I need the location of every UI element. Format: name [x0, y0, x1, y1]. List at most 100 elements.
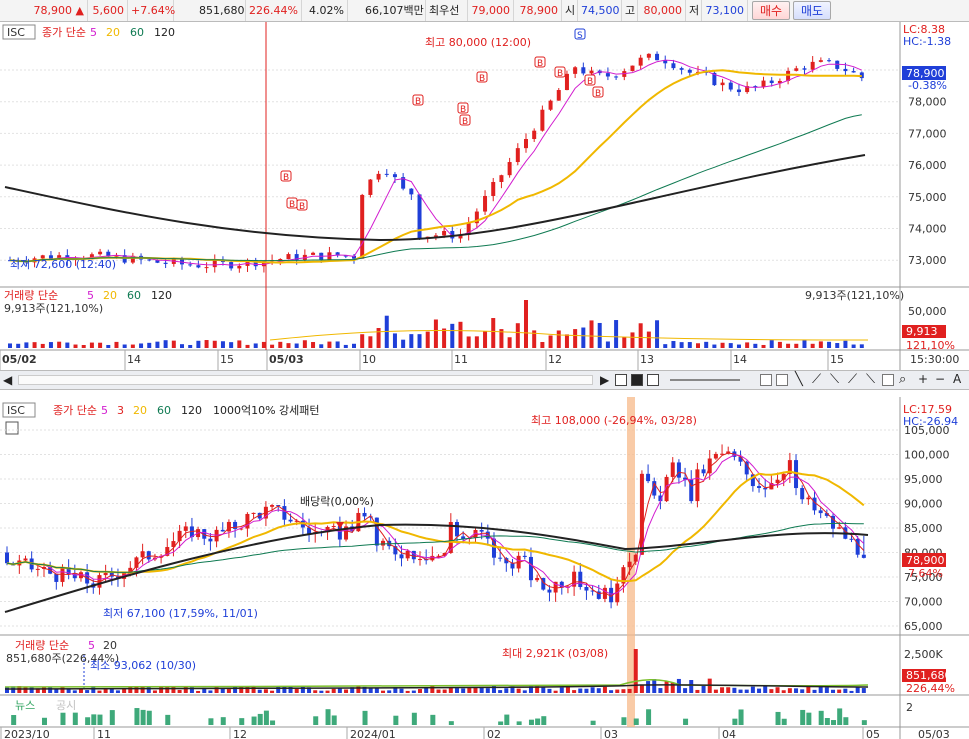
volume-bar [29, 687, 34, 693]
volume-bar [679, 342, 684, 348]
scroll-right-button[interactable]: ▶ [600, 373, 610, 387]
candle [381, 540, 386, 546]
scroll-left-button[interactable]: ◀ [3, 373, 13, 387]
volume-bar [646, 331, 651, 348]
candle [98, 251, 103, 255]
draw-text-icon[interactable]: ⟍ [866, 372, 876, 387]
volume-bar [424, 688, 429, 693]
volume-bar [621, 689, 626, 693]
x-tick-label: 11 [97, 728, 111, 739]
search-icon[interactable]: ⌕ [899, 372, 907, 387]
candle [140, 551, 145, 558]
buy-button[interactable]: 매수 [752, 1, 790, 20]
up-arrow-icon: ▲ [75, 4, 84, 17]
volume-bar [331, 688, 336, 693]
price-tag-bg [902, 66, 946, 80]
candle [753, 86, 758, 88]
y-tick-label: 78,000 [908, 96, 947, 109]
candle [442, 230, 447, 236]
price-tag-pct: 7.64% [908, 567, 943, 580]
volume-bar [794, 688, 799, 693]
news-bar [732, 718, 738, 725]
volume-tag-pct: 226,44% [906, 682, 955, 695]
candle [695, 469, 700, 502]
time-label: 15:30:00 [910, 353, 959, 366]
legend-ma60: 60 [130, 26, 144, 39]
volume-bar [781, 690, 786, 693]
volume-bar [286, 343, 291, 348]
draw-fib-icon[interactable]: ⟍ [830, 372, 840, 387]
volume-bar [720, 342, 725, 348]
signal-marker [574, 28, 586, 40]
candle [171, 541, 176, 548]
open-label: 시 [562, 0, 578, 21]
volume-bar [91, 686, 96, 693]
zoom-out-button[interactable]: − [935, 372, 946, 386]
news-bar [251, 716, 257, 725]
volume-bar [605, 341, 610, 348]
step-forward-icon[interactable] [647, 374, 659, 386]
draw-line-icon[interactable]: ╲ [795, 372, 803, 387]
news-bar [861, 720, 867, 725]
grid-toggle-icon [5, 421, 19, 435]
volume-bar [578, 688, 583, 693]
dividend-note: 배당락(0,00%) [300, 495, 374, 508]
volume-bar [491, 686, 496, 693]
news-bar [165, 714, 171, 725]
volume-left-label: 9,913주(121,10%) [4, 302, 103, 315]
volume-bar [615, 689, 620, 693]
zoom-slider[interactable] [670, 379, 740, 381]
candle [466, 223, 471, 235]
tool-icon-1[interactable] [760, 374, 772, 386]
volume-ma-line [269, 330, 869, 341]
candle [777, 80, 782, 84]
draw-trend-icon[interactable]: ⟋ [812, 372, 822, 387]
candle [712, 72, 717, 86]
volume-y-label: 2,500K [904, 648, 943, 661]
low-note: 최저 67,100 (17,59%, 11/01) [103, 607, 258, 620]
step-back-icon[interactable] [615, 374, 627, 386]
volume-bar [835, 343, 840, 348]
candle [392, 174, 397, 178]
sell-button[interactable]: 매도 [793, 1, 831, 20]
tool-icon-2[interactable] [776, 374, 788, 386]
news-bar [239, 718, 245, 725]
volume-bar [761, 344, 766, 348]
zoom-in-button[interactable]: + [918, 372, 929, 386]
news-bar [590, 720, 596, 725]
news-bar [781, 718, 787, 725]
news-label: 뉴스 [15, 699, 35, 712]
volume-bar [769, 689, 774, 693]
candle [535, 577, 540, 581]
x-tick-label: 02 [487, 728, 501, 739]
volume-bar [458, 321, 463, 348]
candle [368, 179, 373, 195]
volume-bar [114, 341, 119, 348]
news-bar [738, 709, 744, 725]
news-bar [646, 709, 652, 725]
candle [627, 561, 632, 568]
volume-bar [183, 686, 188, 693]
draw-channel-icon[interactable]: ⟋ [848, 372, 858, 387]
candle [165, 547, 170, 556]
tool-icon-3[interactable] [882, 374, 894, 386]
candle [401, 177, 406, 189]
volume-bar [319, 690, 324, 693]
candle [343, 255, 348, 257]
auto-fit-button[interactable]: A [953, 372, 962, 386]
volume-bar [81, 344, 86, 348]
daily-chart-panel[interactable]: ISC 종가 단순 5 3 20 60 120 1000억10% 강세패턴 LC:17.59 HC… [0, 397, 969, 739]
candle [307, 527, 312, 534]
volume-bar [442, 689, 447, 693]
candle [658, 495, 663, 502]
stop-icon[interactable] [631, 374, 643, 386]
candle [106, 251, 111, 257]
volume-bar [556, 330, 561, 348]
candle [843, 68, 848, 72]
horizontal-scrollbar[interactable] [18, 375, 593, 385]
news-bar [270, 720, 276, 725]
daily-chart[interactable]: ISC 종가 단순 5 3 20 60 120 1000억10% 강세패턴 LC:17.59HC… [0, 397, 969, 739]
candle [183, 526, 188, 531]
